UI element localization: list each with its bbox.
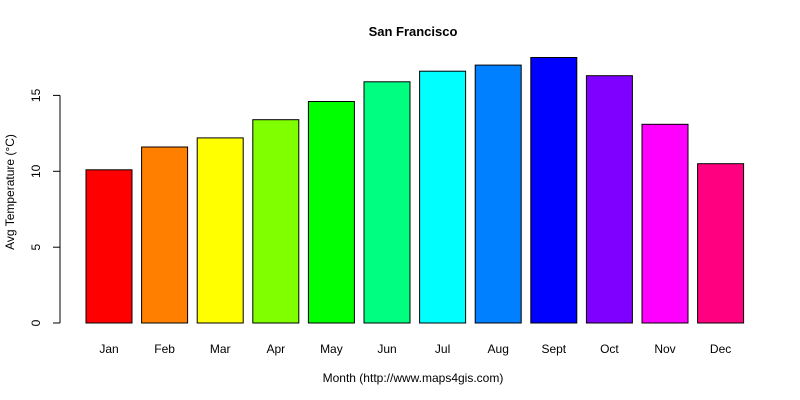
bars-group (85, 57, 745, 324)
bar-apr (252, 119, 300, 324)
chart-title: San Francisco (369, 24, 458, 39)
bar-may (307, 101, 355, 324)
x-tick-label-may: May (320, 342, 343, 356)
x-tick-label-sept: Sept (541, 342, 566, 356)
bar-jul (419, 70, 467, 324)
y-axis-label: Avg Temperature (°C) (3, 134, 17, 250)
y-tick-label-10: 10 (29, 164, 43, 178)
bar-dec (697, 163, 745, 324)
x-tick-label-mar: Mar (210, 342, 231, 356)
x-tick-label-aug: Aug (488, 342, 509, 356)
x-tick-label-jan: Jan (99, 342, 118, 356)
bar-aug (474, 64, 522, 324)
x-tick-label-feb: Feb (154, 342, 175, 356)
x-tick-label-jul: Jul (435, 342, 450, 356)
x-tick-label-oct: Oct (600, 342, 619, 356)
bar-mar (196, 137, 244, 324)
y-tick-label-0: 0 (29, 319, 43, 326)
y-tick-label-5: 5 (29, 244, 43, 251)
bar-sept (530, 57, 578, 324)
x-tick-label-nov: Nov (654, 342, 675, 356)
bar-nov (641, 123, 689, 324)
x-axis-label: Month (http://www.maps4gis.com) (323, 371, 504, 385)
y-ticks-group: 0 5 10 15 (29, 88, 60, 326)
x-tick-label-jun: Jun (377, 342, 396, 356)
bar-jun (363, 81, 411, 324)
x-ticks-group: Jan Feb Mar Apr May Jun Jul Aug Sept Oct Nov Dec (99, 342, 731, 356)
bar-feb (141, 146, 189, 324)
x-tick-label-dec: Dec (710, 342, 731, 356)
bar-jan (85, 169, 133, 324)
x-tick-label-apr: Apr (266, 342, 285, 356)
y-tick-label-15: 15 (29, 88, 43, 102)
bar-oct (585, 75, 633, 324)
